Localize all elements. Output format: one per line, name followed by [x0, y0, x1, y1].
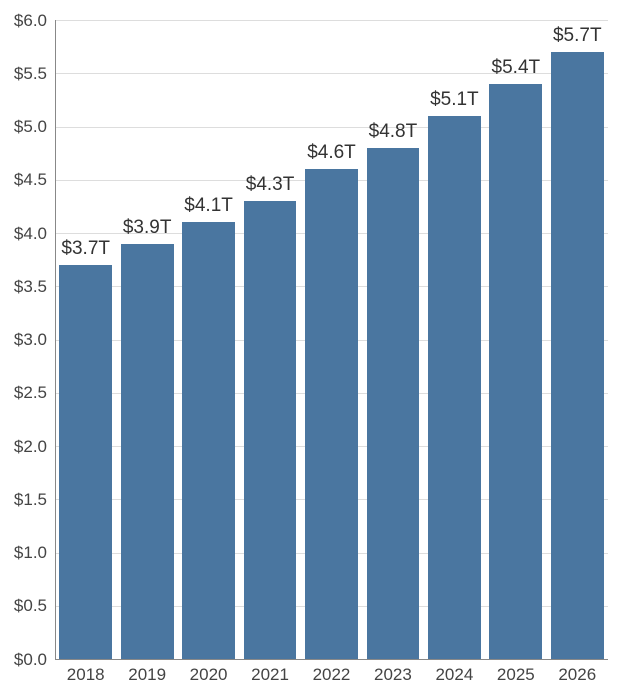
- y-tick-label: $2.0: [0, 437, 47, 457]
- y-tick-label: $4.0: [0, 224, 47, 244]
- x-tick-label: 2026: [547, 665, 608, 685]
- y-tick-label: $5.0: [0, 117, 47, 137]
- bar: [305, 169, 358, 659]
- x-tick-label: 2018: [55, 665, 116, 685]
- y-tick-label: $5.5: [0, 64, 47, 84]
- bar: [182, 222, 235, 659]
- x-tick-label: 2023: [362, 665, 423, 685]
- y-tick-label: $1.0: [0, 543, 47, 563]
- x-tick-label: 2022: [301, 665, 362, 685]
- x-axis-line: [55, 659, 608, 660]
- x-tick-label: 2019: [116, 665, 177, 685]
- plot-area: [55, 20, 608, 659]
- y-axis-line: [55, 20, 56, 659]
- y-tick-label: $4.5: [0, 170, 47, 190]
- y-tick-label: $3.0: [0, 330, 47, 350]
- bar-value-label: $4.8T: [362, 121, 423, 143]
- bar: [59, 265, 112, 659]
- bar: [367, 148, 420, 659]
- bar-value-label: $4.3T: [239, 174, 300, 196]
- y-tick-label: $1.5: [0, 490, 47, 510]
- y-tick-label: $6.0: [0, 11, 47, 31]
- bar-value-label: $4.1T: [178, 195, 239, 217]
- bar-value-label: $3.7T: [55, 238, 116, 260]
- x-tick-label: 2020: [178, 665, 239, 685]
- x-tick-label: 2021: [239, 665, 300, 685]
- bar-value-label: $4.6T: [301, 142, 362, 164]
- x-tick-label: 2025: [485, 665, 546, 685]
- y-tick-label: $0.0: [0, 650, 47, 670]
- gridline: [55, 20, 608, 21]
- bar: [121, 244, 174, 659]
- y-tick-label: $2.5: [0, 383, 47, 403]
- bar-value-label: $3.9T: [116, 217, 177, 239]
- bar-chart: $0.0 $0.5 $1.0 $1.5 $2.0 $2.5 $3.0 $3.5 $4.0 $4.5…: [0, 0, 618, 699]
- y-tick-label: $3.5: [0, 277, 47, 297]
- bar: [244, 201, 297, 659]
- y-tick-label: $0.5: [0, 596, 47, 616]
- bar-value-label: $5.1T: [424, 89, 485, 111]
- bar: [489, 84, 542, 659]
- bar-value-label: $5.4T: [485, 57, 546, 79]
- x-tick-label: 2024: [424, 665, 485, 685]
- bar-value-label: $5.7T: [547, 25, 608, 47]
- bar: [428, 116, 481, 659]
- bar: [551, 52, 604, 659]
